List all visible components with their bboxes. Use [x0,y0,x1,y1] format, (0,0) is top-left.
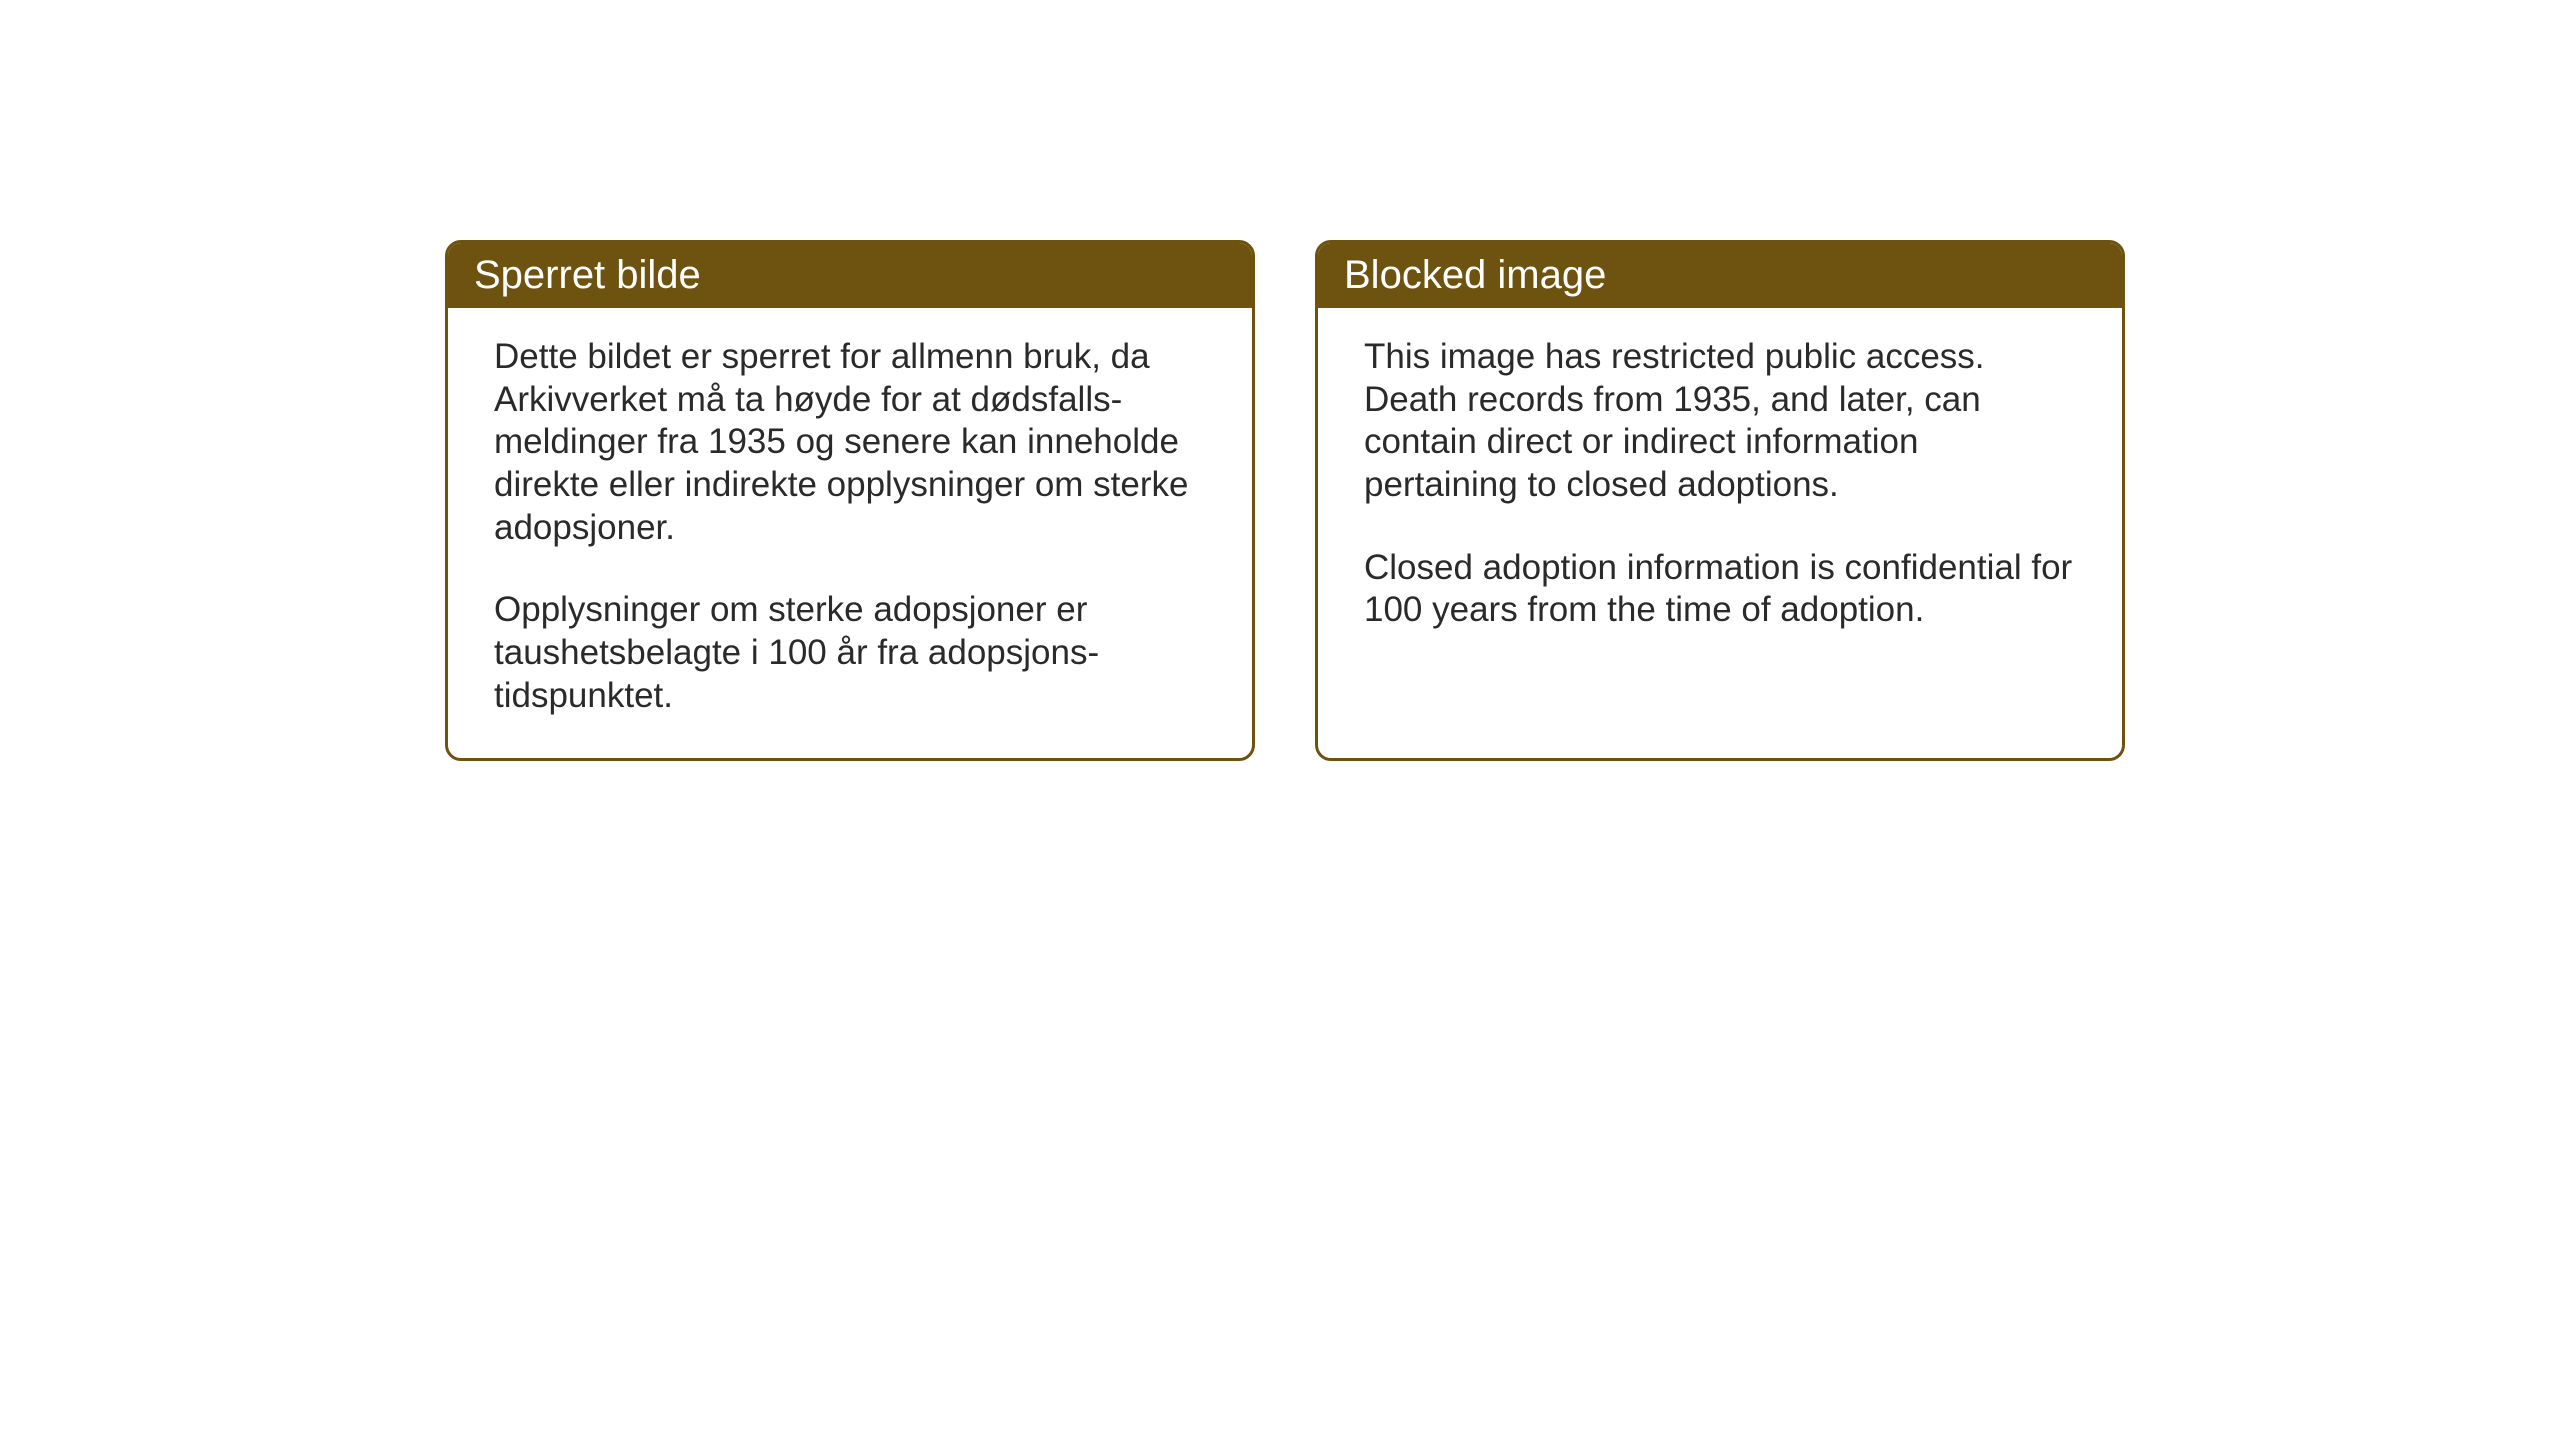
notice-body-norwegian: Dette bildet er sperret for allmenn bruk… [448,308,1252,758]
notice-paragraph-2-english: Closed adoption information is confident… [1364,547,2076,632]
notice-paragraph-1-norwegian: Dette bildet er sperret for allmenn bruk… [494,336,1206,549]
notice-body-english: This image has restricted public access.… [1318,308,2122,672]
notice-title-english: Blocked image [1344,253,1606,297]
notice-header-norwegian: Sperret bilde [448,243,1252,308]
notice-box-norwegian: Sperret bilde Dette bildet er sperret fo… [445,240,1255,761]
notice-box-english: Blocked image This image has restricted … [1315,240,2125,761]
notice-paragraph-1-english: This image has restricted public access.… [1364,336,2076,507]
notice-paragraph-2-norwegian: Opplysninger om sterke adopsjoner er tau… [494,589,1206,717]
notice-header-english: Blocked image [1318,243,2122,308]
notice-title-norwegian: Sperret bilde [474,253,701,297]
notice-container: Sperret bilde Dette bildet er sperret fo… [445,240,2125,761]
